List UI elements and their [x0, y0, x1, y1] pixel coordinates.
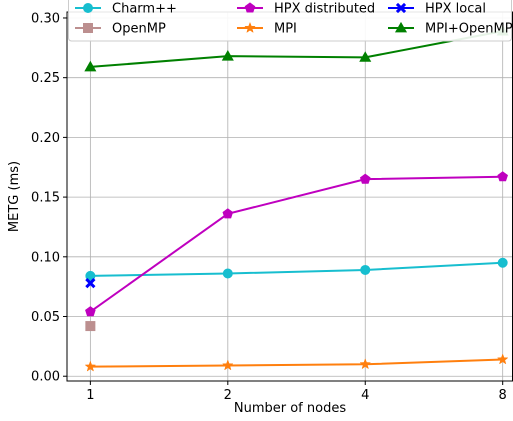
x-tick-label: 2: [224, 388, 232, 403]
y-tick-label: 0.20: [31, 131, 60, 146]
data-point-mpi: [496, 353, 509, 365]
series-mpi: [84, 353, 509, 372]
y-tick-label: 0.30: [31, 11, 60, 26]
legend-marker-charm: [83, 3, 93, 13]
data-point-charm: [85, 270, 96, 281]
data-point-hpx-distributed: [497, 171, 508, 182]
legend-item-mpi-openmp: MPI+OpenMP: [388, 22, 513, 37]
legend-item-openmp: OpenMP: [75, 22, 166, 37]
series-line-mpi: [90, 358, 503, 368]
x-axis-label: Number of nodes: [234, 401, 346, 416]
data-point-charm: [360, 264, 371, 275]
series-line-mpi-openmp: [90, 30, 503, 68]
legend-marker-hpx-local: [395, 2, 407, 14]
x-tick-label: 1: [86, 388, 94, 403]
y-tick-label: 0.05: [31, 310, 60, 325]
data-point-hpx-distributed: [359, 173, 371, 184]
legend: Charm++ HPX distributed HPX local OpenMP MPI…: [68, 0, 513, 42]
legend-marker-mpi: [244, 21, 256, 33]
series-charm: [85, 257, 508, 281]
y-tick-label: 0.10: [31, 250, 60, 265]
ticks: 0.00 0.05 0.10 0.15 0.20 0.25 0.30 1 2 4 8: [31, 11, 507, 403]
x-tick-label: 8: [499, 388, 507, 403]
data-point-charm: [222, 268, 233, 279]
legend-marker-hpx-distributed: [244, 2, 256, 13]
y-tick-label: 0.15: [31, 191, 60, 206]
data-point-hpx-distributed: [222, 208, 234, 219]
series-hpx-distributed: [85, 171, 508, 317]
legend-marker-mpi-openmp: [394, 21, 408, 33]
legend-marker-openmp: [83, 23, 93, 33]
legend-label: HPX distributed: [274, 2, 375, 17]
data-point-charm: [497, 257, 508, 268]
legend-label: Charm++: [112, 2, 177, 17]
series-line-charm: [90, 261, 503, 277]
data-point-mpi: [84, 360, 97, 372]
data-point-mpi-openmp: [221, 50, 234, 61]
data-point-openmp: [85, 321, 96, 332]
legend-item-charm: Charm++: [75, 2, 177, 17]
y-axis-label: METG (ms): [7, 161, 22, 232]
legend-item-hpx-distributed: HPX distributed: [237, 2, 375, 17]
data-point-mpi: [359, 358, 372, 370]
legend-label: HPX local: [425, 2, 486, 17]
series-layer: [84, 24, 509, 372]
series-openmp: [85, 321, 96, 332]
data-point-mpi-openmp: [84, 60, 97, 72]
x-tick-label: 4: [361, 388, 369, 403]
data-point-mpi: [221, 359, 234, 371]
y-tick-label: 0.25: [31, 71, 60, 86]
y-tick-label: 0.00: [31, 370, 60, 385]
legend-label: OpenMP: [112, 22, 166, 37]
legend-label: MPI: [274, 22, 297, 37]
legend-label: MPI+OpenMP: [425, 22, 513, 37]
series-hpx-local: [85, 277, 96, 289]
data-point-hpx-local: [85, 277, 96, 289]
legend-item-mpi: MPI: [237, 22, 297, 37]
data-point-hpx-distributed: [85, 306, 96, 317]
legend-item-hpx-local: HPX local: [388, 2, 486, 17]
series-line-hpx-distributed: [89, 175, 503, 313]
data-point-mpi-openmp: [359, 51, 372, 62]
